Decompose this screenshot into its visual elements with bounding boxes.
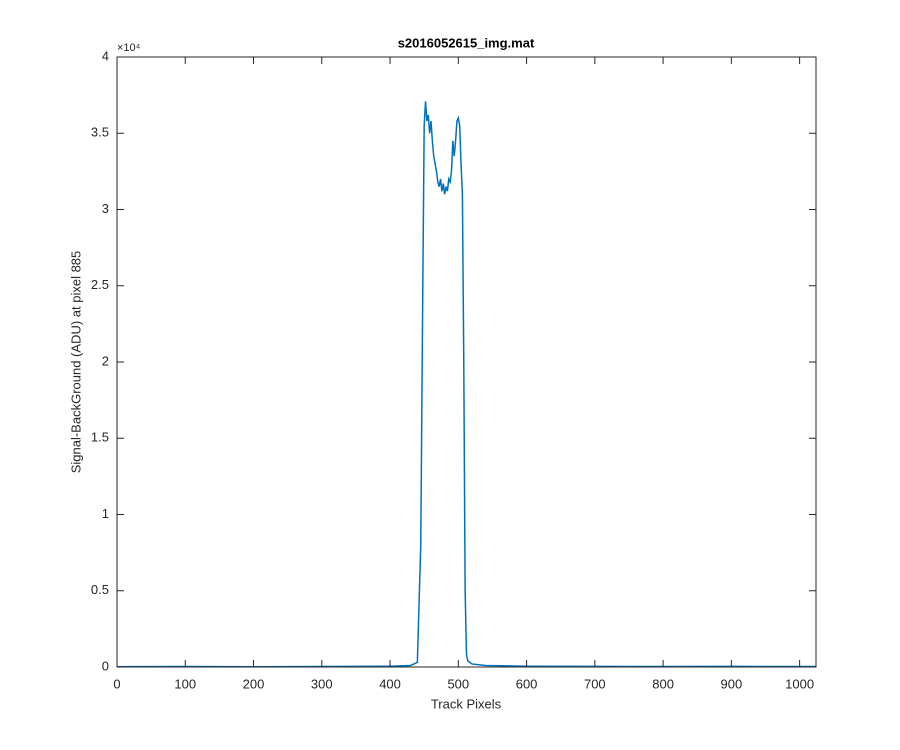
y-tick-label: 0 — [102, 658, 109, 673]
x-tick-label: 1000 — [785, 676, 814, 691]
y-tick-label: 2 — [102, 353, 109, 368]
y-tick-label: 3.5 — [91, 125, 109, 140]
y-multiplier: ×10⁴ — [117, 42, 141, 54]
x-tick-label: 900 — [721, 676, 743, 691]
x-tick-label: 800 — [652, 676, 674, 691]
x-tick-label: 100 — [174, 676, 196, 691]
x-tick-label: 0 — [113, 676, 120, 691]
x-tick-label: 400 — [379, 676, 401, 691]
y-tick-label: 1 — [102, 506, 109, 521]
chart-title: s2016052615_img.mat — [398, 35, 535, 50]
y-tick-label: 3 — [102, 201, 109, 216]
x-tick-label: 700 — [584, 676, 606, 691]
y-tick-label: 0.5 — [91, 582, 109, 597]
y-tick-label: 4 — [102, 48, 109, 63]
x-tick-label: 500 — [447, 676, 469, 691]
x-tick-label: 300 — [311, 676, 333, 691]
x-tick-label: 200 — [243, 676, 265, 691]
x-tick-label: 600 — [516, 676, 538, 691]
y-tick-label: 1.5 — [91, 430, 109, 445]
y-tick-label: 2.5 — [91, 277, 109, 292]
x-axis-label: Track Pixels — [431, 696, 502, 711]
y-axis-label: Signal-BackGround (ADU) at pixel 885 — [68, 251, 83, 474]
data-line — [116, 101, 816, 668]
